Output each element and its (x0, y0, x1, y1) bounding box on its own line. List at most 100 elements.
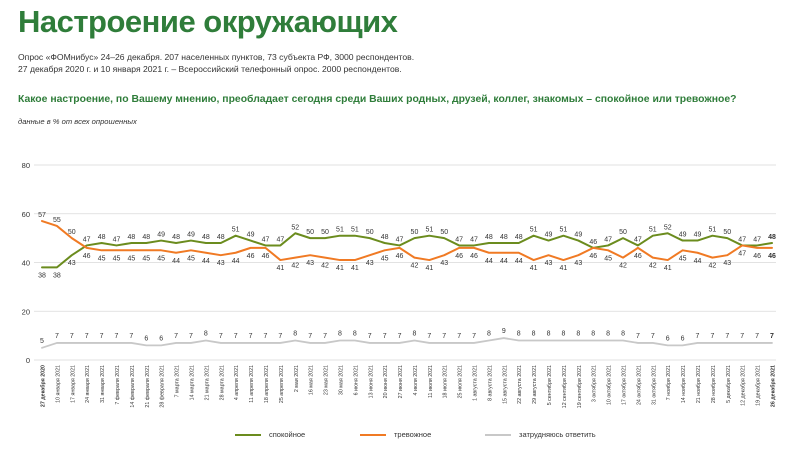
x-tick-label: 28 ноября 2021 (711, 365, 717, 403)
data-label-unsure: 7 (398, 333, 402, 340)
data-label-calm: 51 (709, 227, 717, 234)
data-label-anxious: 46 (83, 253, 91, 260)
x-tick-label: 27 июня 2021 (398, 365, 404, 398)
data-label-calm: 48 (127, 234, 135, 241)
legend-item-anxious: тревожное (360, 430, 431, 439)
data-label-anxious: 44 (500, 258, 508, 265)
data-label-unsure: 7 (115, 333, 119, 340)
y-tick-label: 40 (22, 259, 30, 268)
data-label-anxious: 44 (515, 258, 523, 265)
x-tick-label: 10 октября 2021 (607, 365, 613, 405)
data-label-anxious: 46 (753, 253, 761, 260)
series-line-calm (41, 232, 773, 269)
data-label-unsure: 7 (129, 333, 133, 340)
y-tick-label: 80 (22, 161, 30, 170)
data-label-calm: 48 (217, 234, 225, 241)
data-label-anxious: 41 (336, 265, 344, 272)
data-label-anxious: 44 (694, 258, 702, 265)
x-tick-label: 30 мая 2021 (338, 365, 344, 395)
x-tick-label: 8 августа 2021 (487, 365, 493, 401)
source-note-line-2: 27 декабря 2020 г. и 10 января 2021 г. –… (18, 64, 402, 74)
x-tick-label: 31 октября 2021 (651, 365, 657, 405)
data-label-calm: 47 (634, 236, 642, 243)
data-label-calm: 49 (694, 232, 702, 239)
data-label-calm: 52 (664, 224, 672, 231)
data-label-calm: 43 (68, 260, 76, 267)
data-label-anxious: 47 (738, 250, 746, 257)
data-label-anxious: 46 (262, 253, 270, 260)
data-label-anxious: 46 (247, 253, 255, 260)
data-label-calm: 48 (381, 234, 389, 241)
data-label-calm: 47 (738, 236, 746, 243)
data-label-calm: 51 (232, 227, 240, 234)
x-tick-label: 20 июня 2021 (383, 365, 389, 398)
data-label-calm: 50 (366, 229, 374, 236)
data-label-calm: 50 (440, 229, 448, 236)
data-label-calm: 48 (515, 234, 523, 241)
data-label-calm: 47 (604, 236, 612, 243)
data-label-calm: 47 (276, 236, 284, 243)
data-label-unsure: 8 (412, 331, 416, 338)
data-label-calm: 48 (142, 234, 150, 241)
data-label-anxious: 45 (98, 255, 106, 262)
x-tick-label: 14 ноября 2021 (681, 365, 687, 403)
data-label-calm: 50 (411, 229, 419, 236)
data-label-calm: 50 (321, 229, 329, 236)
legend-label-calm: спокойное (269, 430, 306, 439)
x-tick-label: 4 апреля 2021 (234, 365, 240, 400)
data-label-anxious: 44 (202, 258, 210, 265)
data-label-anxious: 45 (381, 255, 389, 262)
data-label-calm: 47 (470, 236, 478, 243)
legend-item-calm: спокойное (235, 430, 305, 439)
legend-swatch-anxious (360, 433, 386, 437)
data-label-unsure: 7 (651, 333, 655, 340)
data-label-unsure: 8 (591, 331, 595, 338)
x-tick-label: 31 января 2021 (100, 365, 106, 403)
x-tick-label: 14 марта 2021 (189, 365, 195, 400)
data-label-anxious: 43 (723, 260, 731, 267)
data-label-unsure: 7 (710, 333, 714, 340)
x-tick-label: 28 марта 2021 (219, 365, 225, 400)
data-label-unsure: 8 (547, 331, 551, 338)
units-note: данные в % от всех опрошенных (18, 117, 137, 126)
data-label-anxious: 41 (664, 265, 672, 272)
data-label-calm: 48 (768, 234, 776, 241)
data-label-unsure: 7 (308, 333, 312, 340)
data-label-calm: 50 (306, 229, 314, 236)
data-label-unsure: 7 (427, 333, 431, 340)
data-label-calm: 47 (455, 236, 463, 243)
x-tick-label: 17 января 2021 (70, 365, 76, 403)
data-label-calm: 51 (425, 227, 433, 234)
data-label-anxious: 44 (172, 258, 180, 265)
data-label-anxious: 46 (470, 253, 478, 260)
x-tick-label: 25 апреля 2021 (279, 365, 285, 403)
data-label-anxious: 42 (321, 263, 329, 270)
x-tick-label: 27 декабря 2020 (40, 365, 47, 407)
data-label-anxious: 46 (396, 253, 404, 260)
data-label-calm: 49 (187, 232, 195, 239)
x-tick-label: 1 августа 2021 (473, 365, 479, 401)
data-label-anxious: 44 (232, 258, 240, 265)
x-tick-label: 24 января 2021 (85, 365, 91, 403)
x-tick-label: 5 сентября 2021 (547, 365, 553, 405)
legend-swatch-calm (235, 433, 261, 437)
data-label-unsure: 6 (681, 335, 685, 342)
x-tick-label: 10 января 2021 (55, 365, 61, 403)
source-note-line-1: Опрос «ФОМнибус» 24–26 декабря. 207 насе… (18, 52, 415, 62)
data-label-unsure: 7 (278, 333, 282, 340)
data-label-unsure: 8 (338, 331, 342, 338)
data-label-anxious: 41 (276, 265, 284, 272)
x-tick-label: 7 ноября 2021 (666, 365, 672, 400)
legend-item-unsure: затрудняюсь ответить (485, 430, 596, 439)
data-label-calm: 48 (485, 234, 493, 241)
data-label-unsure: 7 (55, 333, 59, 340)
x-tick-label: 18 июля 2021 (443, 365, 449, 398)
data-label-unsure: 8 (487, 331, 491, 338)
data-label-unsure: 7 (770, 333, 774, 340)
data-label-anxious: 42 (619, 263, 627, 270)
x-tick-label: 29 августа 2021 (532, 365, 538, 404)
legend-label-anxious: тревожное (394, 430, 432, 439)
data-label-calm: 38 (38, 272, 46, 279)
data-label-anxious: 41 (425, 265, 433, 272)
